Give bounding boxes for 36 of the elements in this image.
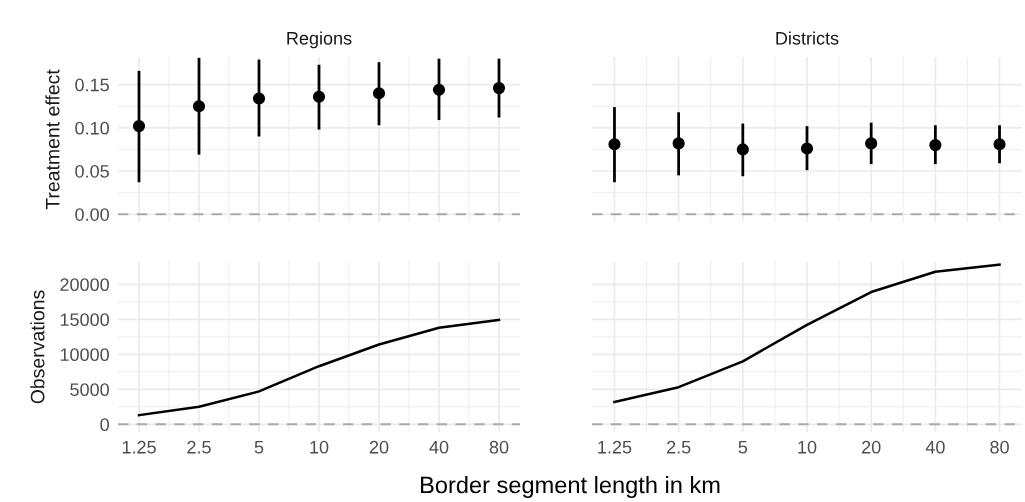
y-tick-label: 0.15 xyxy=(75,78,109,92)
y-tick-label: 20000 xyxy=(60,278,109,292)
y-tick-label: 0 xyxy=(100,418,109,432)
x-tick-label: 20 xyxy=(369,440,389,454)
point xyxy=(132,120,146,133)
point xyxy=(372,87,386,100)
chart-title: Districts xyxy=(776,31,839,45)
x-tick-label: 5 xyxy=(254,441,264,454)
point xyxy=(252,92,266,105)
x-tick-label: 5 xyxy=(738,441,748,454)
y-axis-title: Observations xyxy=(30,290,45,404)
y-tick-label: 0.10 xyxy=(75,121,109,135)
point xyxy=(312,90,326,103)
y-tick-label: 0.00 xyxy=(75,208,109,221)
point xyxy=(192,100,206,113)
x-tick-label: 2.5 xyxy=(667,440,691,454)
x-axis-title: Border segment length in km xyxy=(421,475,720,498)
y-tick-label: 5000 xyxy=(70,383,109,397)
line-series xyxy=(137,318,501,417)
y-axis-title: Treatment effect xyxy=(45,69,60,210)
x-tick-label: 80 xyxy=(990,440,1009,454)
y-tick-label: 15000 xyxy=(60,313,109,327)
point xyxy=(492,82,506,95)
x-tick-label: 2.5 xyxy=(187,440,211,454)
x-tick-label: 1.25 xyxy=(122,440,156,454)
x-tick-label: 80 xyxy=(489,440,509,454)
x-tick-label: 40 xyxy=(925,440,945,454)
y-tick-label: 10000 xyxy=(60,348,109,362)
point xyxy=(432,83,446,96)
x-tick-label: 10 xyxy=(310,440,329,454)
x-tick-label: 10 xyxy=(798,440,817,454)
x-tick-label: 20 xyxy=(862,440,881,454)
chart-title: Regions xyxy=(287,31,352,49)
y-tick-label: 0.05 xyxy=(75,164,109,178)
x-tick-label: 1.25 xyxy=(598,440,632,454)
x-tick-label: 40 xyxy=(429,440,449,454)
